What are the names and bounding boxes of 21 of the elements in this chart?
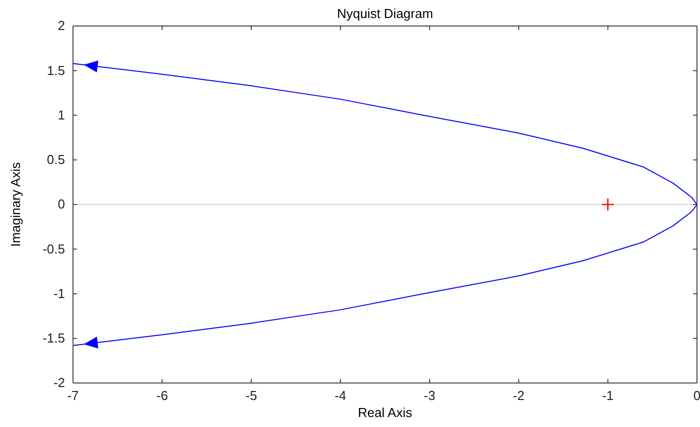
y-tick-label: -0.5 — [42, 241, 65, 256]
x-tick-label: -6 — [156, 388, 168, 404]
y-tick-label: 1 — [58, 107, 65, 122]
y-tick-label: -1 — [53, 286, 65, 301]
y-axis-title: Imaginary Axis — [8, 162, 23, 247]
y-tick-label: -1.5 — [42, 330, 65, 346]
line-series — [72, 62, 698, 346]
x-tick-label: -5 — [246, 388, 258, 404]
x-tick-label: -1 — [602, 388, 614, 404]
x-axis-title: Real Axis — [358, 405, 413, 420]
y-tick-label: 1.5 — [46, 62, 65, 78]
x-tick-label: 0 — [693, 388, 700, 404]
y-tick-label: -2 — [53, 375, 65, 390]
y-tick-label: 2 — [58, 18, 65, 34]
x-tick-label: -4 — [334, 388, 346, 404]
y-tick-label: 0.5 — [46, 152, 65, 168]
chart-title: Nyquist Diagram — [336, 6, 434, 21]
x-tick-label: -2 — [512, 388, 524, 404]
y-tick-label: 0 — [58, 196, 65, 212]
x-tick-label: -7 — [67, 388, 79, 404]
x-tick-label: -3 — [424, 388, 436, 404]
